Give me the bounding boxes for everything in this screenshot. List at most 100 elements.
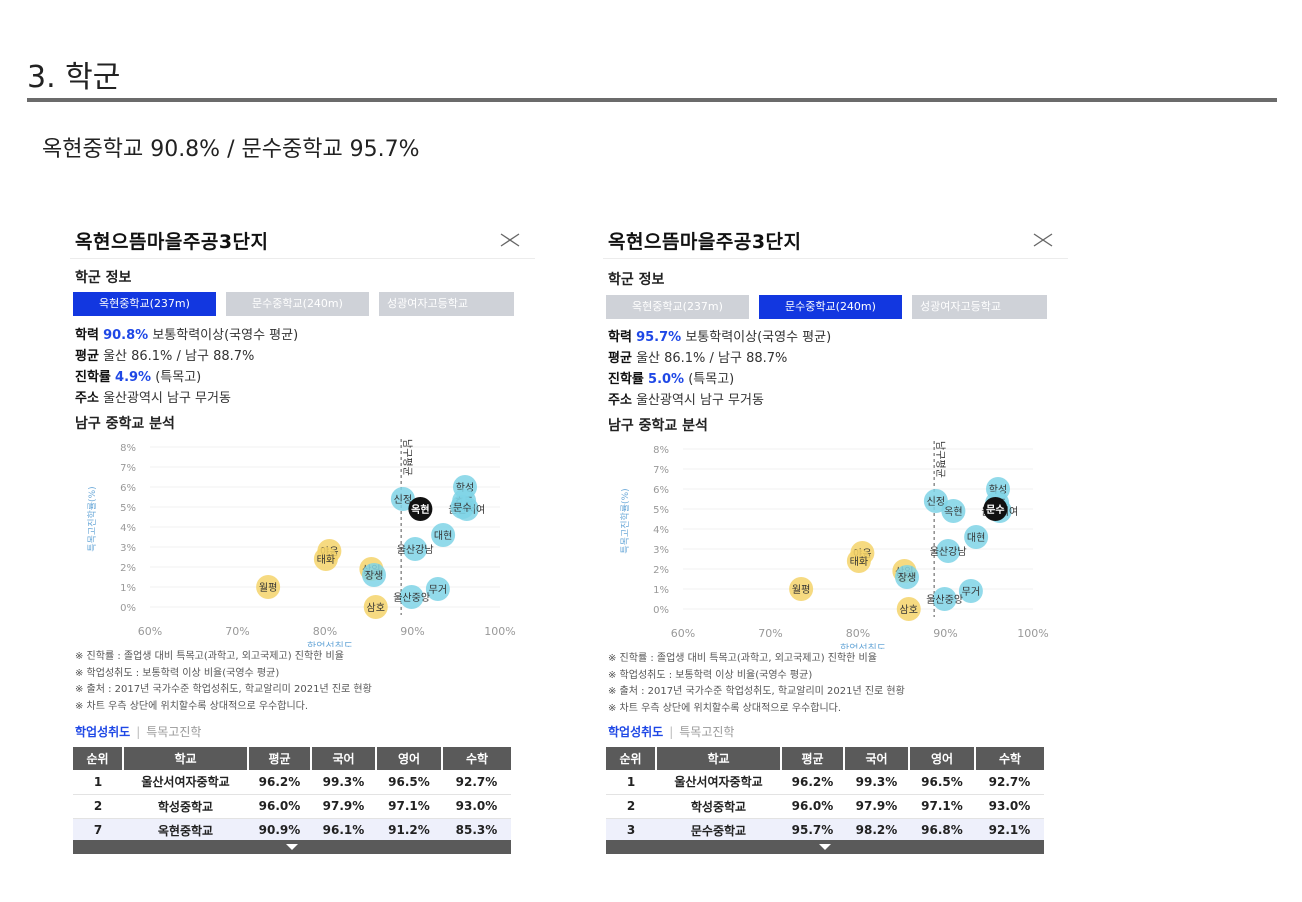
address-row: 주소 울산광역시 남구 무거동 — [75, 391, 231, 406]
x-tick-label: 80% — [846, 627, 870, 640]
reference-line-label: 남구평균 — [934, 441, 946, 478]
reference-line-label: 남구평균 — [401, 439, 413, 476]
advancement-value: 4.9% — [115, 370, 152, 385]
school-panel-right: 옥현으뜸마을주공3단지 학군 정보 옥현중학교(237m) 문수중학교(240m… — [603, 215, 1068, 860]
close-icon[interactable] — [1032, 229, 1054, 251]
average-row: 평균 울산 86.1% / 남구 88.7% — [608, 351, 788, 366]
chevron-down-icon — [286, 844, 298, 850]
expand-table-button[interactable] — [606, 840, 1044, 854]
subtab-special-high[interactable]: 특목고진학 — [146, 725, 202, 739]
title-divider — [27, 98, 1277, 102]
data-label: 삼호 — [900, 604, 918, 616]
note-item: ※ 차트 우측 상단에 위치할수록 상대적으로 우수합니다. — [608, 702, 842, 714]
table-row-current-school: 3 문수중학교 95.7% 98.2% 96.8% 92.1% — [606, 818, 1044, 843]
table-header-row: 순위 학교 평균 국어 영어 수학 — [606, 747, 1044, 770]
y-tick-label: 2% — [653, 565, 669, 576]
data-point-월평 — [256, 575, 281, 599]
data-point-장생 — [362, 563, 386, 587]
subtab-achievement[interactable]: 학업성취도 — [75, 725, 131, 739]
x-tick-label: 90% — [933, 627, 957, 640]
data-label: 대현 — [434, 530, 452, 542]
page-subtitle: 옥현중학교 90.8% / 문수중학교 95.7% — [42, 137, 420, 162]
school-tabs: 옥현중학교(237m) 문수중학교(240m) 성광여자고등학교 — [606, 295, 1047, 319]
x-tick-label: 80% — [313, 625, 337, 638]
data-point-무거 — [425, 577, 450, 601]
page-title: 3. 학군 — [27, 60, 121, 95]
y-axis-title: 특목고진학률(%) — [620, 488, 631, 553]
achievement-value: 95.7% — [636, 330, 682, 345]
data-label: 월평 — [259, 582, 277, 594]
advancement-row: 진학률 5.0% (특목고) — [608, 372, 735, 387]
ranking-table: 순위 학교 평균 국어 영어 수학 1 울산서여자중학교 96.2% 99.3% 96.… — [73, 747, 511, 843]
y-tick-label: 1% — [653, 585, 669, 596]
achievement-row: 학력 90.8% 보통학력이상(국영수 평균) — [75, 328, 299, 343]
col-math: 수학 — [975, 747, 1044, 770]
x-tick-label: 100% — [484, 625, 515, 638]
data-label: 울산강남 — [930, 546, 967, 558]
subtab-achievement[interactable]: 학업성취도 — [608, 725, 664, 739]
col-korean: 국어 — [844, 747, 910, 770]
data-point-신정 — [923, 489, 948, 513]
x-tick-label: 60% — [138, 625, 162, 638]
advancement-value: 5.0% — [648, 372, 685, 387]
col-english: 영어 — [909, 747, 976, 770]
note-item: ※ 진학률 : 졸업생 대비 특목고(과학고, 외고국제고) 진학한 비율 — [75, 651, 344, 662]
data-point-태화 — [846, 549, 871, 573]
data-label: 무거 — [429, 584, 447, 596]
data-point-문수 — [983, 497, 1008, 521]
y-tick-label: 1% — [120, 583, 136, 594]
school-info: 학력 95.7% 보통학력이상(국영수 평균) 평균 울산 86.1% / 남구… — [608, 327, 831, 411]
data-point-대현 — [964, 525, 989, 549]
y-tick-label: 7% — [120, 463, 136, 474]
complex-name: 옥현으뜸마을주공3단지 — [75, 231, 269, 253]
achievement-value: 90.8% — [103, 328, 149, 343]
close-icon[interactable] — [499, 229, 521, 251]
table-header-row: 순위 학교 평균 국어 영어 수학 — [73, 747, 511, 770]
col-rank: 순위 — [73, 747, 124, 770]
y-tick-label: 3% — [120, 543, 136, 554]
ranking-subtabs: 학업성취도 | 특목고진학 — [75, 725, 202, 739]
data-label: 태화 — [850, 556, 868, 568]
analysis-heading: 남구 중학교 분석 — [75, 416, 175, 432]
col-average: 평균 — [248, 747, 312, 770]
x-tick-label: 70% — [758, 627, 782, 640]
data-point-월평 — [789, 577, 814, 601]
tab-seonggwang-girls-high[interactable]: 성광여자고등학교 — [912, 295, 1047, 319]
data-label: 태화 — [317, 554, 335, 566]
data-label: 장생 — [898, 572, 916, 584]
subtab-special-high[interactable]: 특목고진학 — [679, 725, 735, 739]
col-school: 학교 — [656, 747, 782, 770]
col-korean: 국어 — [311, 747, 377, 770]
data-label: 문수 — [986, 504, 1004, 516]
tab-okhyeon-middle[interactable]: 옥현중학교(237m) — [606, 295, 749, 319]
data-point-울산중앙 — [399, 585, 424, 609]
tab-munsu-middle[interactable]: 문수중학교(240m) — [759, 295, 902, 319]
average-row: 평균 울산 86.1% / 남구 88.7% — [75, 349, 255, 364]
expand-table-button[interactable] — [73, 840, 511, 854]
col-rank: 순위 — [606, 747, 657, 770]
data-point-삼호 — [896, 597, 921, 621]
scatter-chart: 0% 1% 2% 3% 4% 5% 6% 7% 8% 60% 70% 80% 90% 100% 학업성취도 특… — [87, 439, 516, 647]
data-point-울산강남 — [936, 539, 961, 563]
y-tick-label: 6% — [120, 483, 136, 494]
tab-seonggwang-girls-high[interactable]: 성광여자고등학교 — [379, 292, 514, 316]
school-info-heading: 학군 정보 — [608, 272, 665, 288]
y-tick-label: 8% — [653, 445, 669, 456]
y-tick-label: 4% — [120, 523, 136, 534]
note-item: ※ 학업성취도 : 보통학력 이상 비율(국영수 평균) — [608, 669, 813, 681]
chevron-down-icon — [819, 844, 831, 850]
complex-name: 옥현으뜸마을주공3단지 — [608, 231, 802, 253]
x-tick-label: 90% — [400, 625, 424, 638]
y-tick-label: 7% — [653, 465, 669, 476]
data-point-문수 — [450, 495, 475, 519]
tab-okhyeon-middle[interactable]: 옥현중학교(237m) — [73, 292, 216, 316]
school-panel-left: 옥현으뜸마을주공3단지 학군 정보 옥현중학교(237m) 문수중학교(240m… — [70, 215, 535, 860]
data-label: 삼호 — [367, 602, 385, 614]
achievement-row: 학력 95.7% 보통학력이상(국영수 평균) — [608, 330, 832, 345]
y-tick-label: 3% — [653, 545, 669, 556]
school-info: 학력 90.8% 보통학력이상(국영수 평균) 평균 울산 86.1% / 남구… — [75, 325, 298, 409]
tab-munsu-middle[interactable]: 문수중학교(240m) — [226, 292, 369, 316]
table-row: 2 학성중학교 96.0% 97.9% 97.1% 93.0% — [73, 794, 511, 819]
data-point-신정 — [390, 487, 415, 511]
advancement-row: 진학률 4.9% (특목고) — [75, 370, 202, 385]
